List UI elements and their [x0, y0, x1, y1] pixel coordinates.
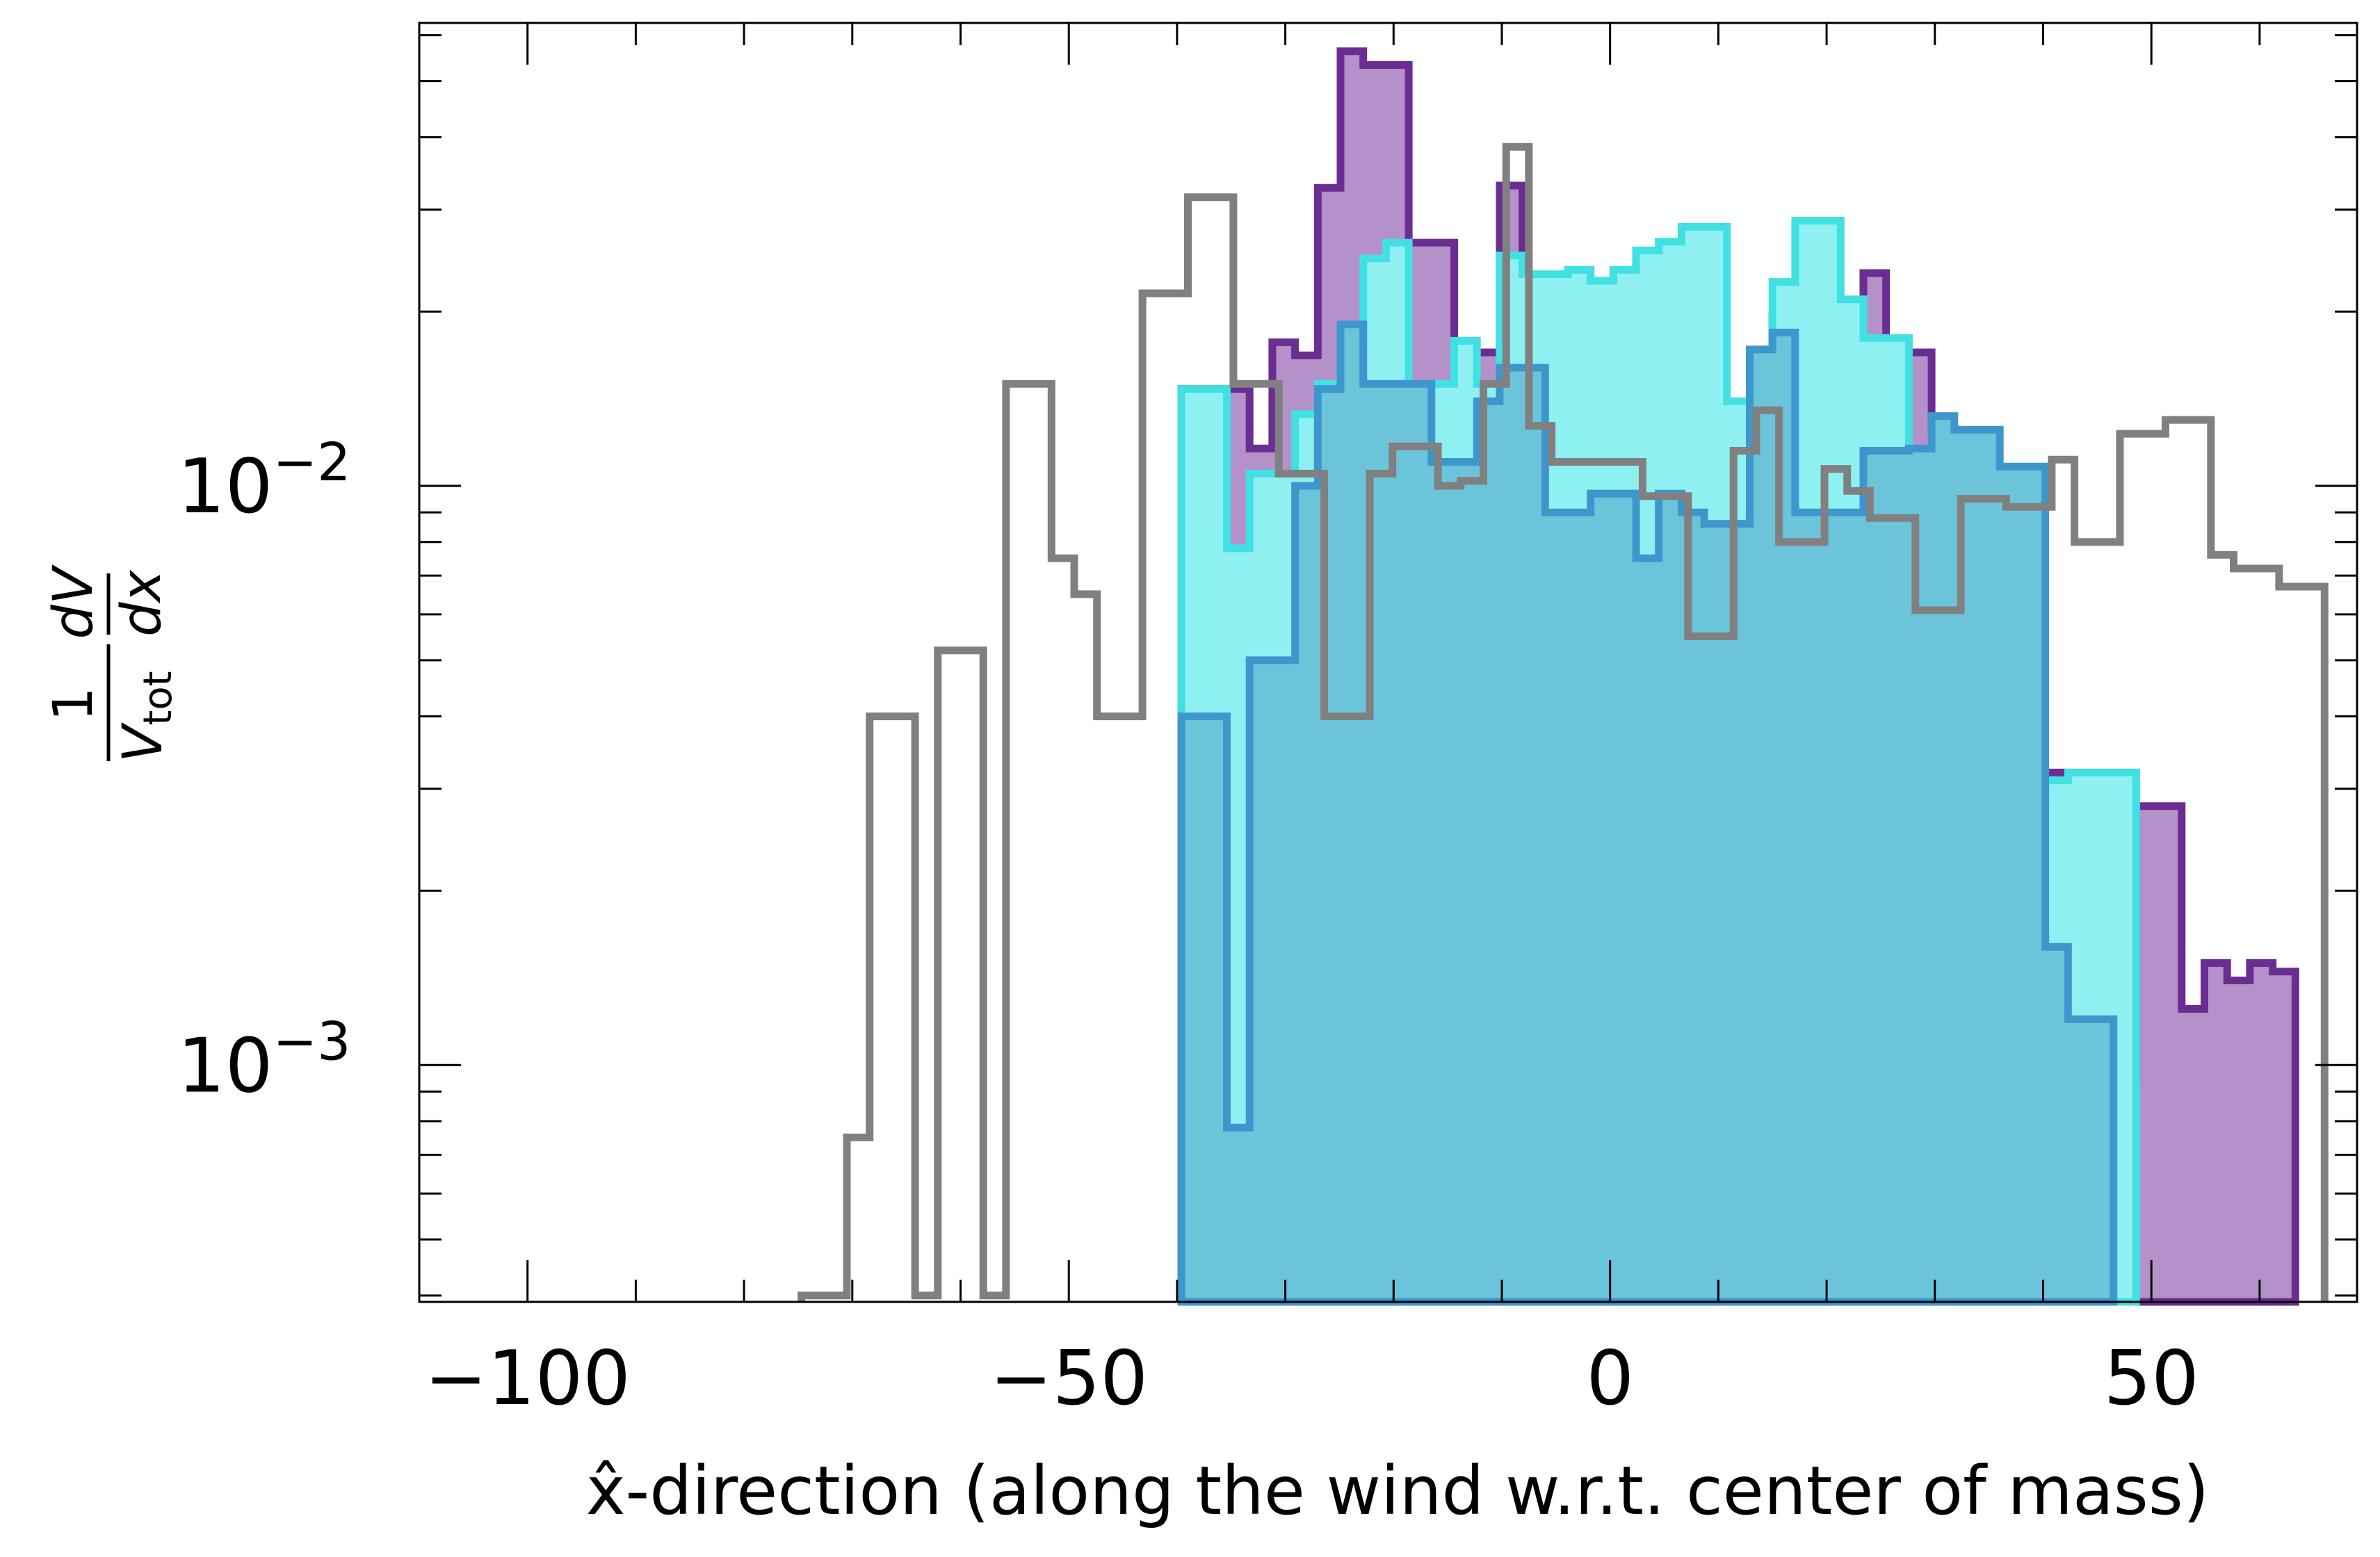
histogram-blue	[1177, 320, 2118, 1306]
y-label-den-1: Vtot	[112, 671, 181, 763]
y-label-den-2: dx	[111, 569, 173, 637]
y-label-num-1: 1	[42, 687, 105, 722]
x-axis-label: x̂-direction (along the wind w.r.t. cent…	[586, 1452, 2210, 1530]
y-tick-label: 10−3	[177, 1010, 350, 1109]
x-tick-label: −50	[989, 1335, 1148, 1422]
y-label-num-2: dV	[42, 564, 105, 639]
x-tick-label: −100	[424, 1335, 631, 1422]
x-tick-label: 50	[2103, 1335, 2199, 1422]
y-tick-label: 10−2	[177, 431, 350, 530]
y-axis-label: 1 dV Vtot dx	[42, 564, 181, 763]
x-tick-label: 0	[1586, 1335, 1634, 1422]
plot-frame	[418, 22, 2358, 1303]
histogram-gray	[798, 142, 2329, 1302]
ticks-layer: −100 −50 0 50 10−3 10−2	[177, 23, 2357, 1422]
series-layer	[798, 47, 2329, 1306]
